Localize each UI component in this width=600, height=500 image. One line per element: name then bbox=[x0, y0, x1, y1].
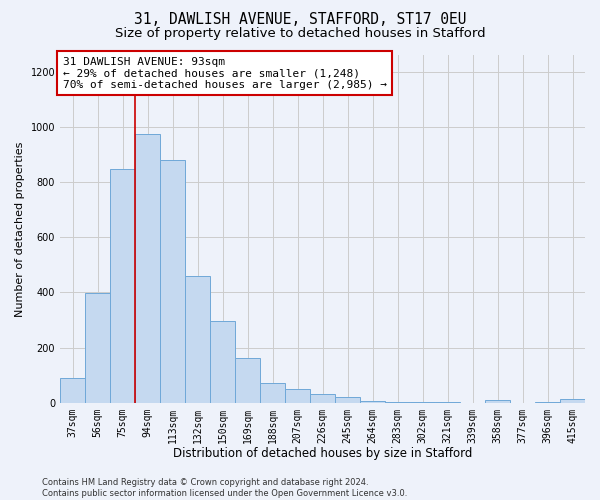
Bar bbox=[260, 384, 285, 402]
Bar bbox=[110, 168, 135, 402]
Text: Contains HM Land Registry data © Crown copyright and database right 2024.
Contai: Contains HM Land Registry data © Crown c… bbox=[42, 478, 407, 498]
Bar bbox=[285, 389, 310, 402]
Bar bbox=[235, 358, 260, 403]
Bar bbox=[135, 134, 160, 402]
Bar bbox=[485, 400, 510, 402]
Text: 31 DAWLISH AVENUE: 93sqm
← 29% of detached houses are smaller (1,248)
70% of sem: 31 DAWLISH AVENUE: 93sqm ← 29% of detach… bbox=[62, 56, 386, 90]
Bar bbox=[160, 160, 185, 402]
Bar bbox=[60, 378, 85, 402]
Bar bbox=[210, 322, 235, 402]
Bar bbox=[185, 276, 210, 402]
Text: 31, DAWLISH AVENUE, STAFFORD, ST17 0EU: 31, DAWLISH AVENUE, STAFFORD, ST17 0EU bbox=[134, 12, 466, 28]
Y-axis label: Number of detached properties: Number of detached properties bbox=[15, 141, 25, 316]
Bar bbox=[310, 394, 335, 402]
Bar bbox=[560, 398, 585, 402]
Text: Size of property relative to detached houses in Stafford: Size of property relative to detached ho… bbox=[115, 28, 485, 40]
Bar bbox=[85, 293, 110, 403]
X-axis label: Distribution of detached houses by size in Stafford: Distribution of detached houses by size … bbox=[173, 447, 472, 460]
Bar bbox=[335, 396, 360, 402]
